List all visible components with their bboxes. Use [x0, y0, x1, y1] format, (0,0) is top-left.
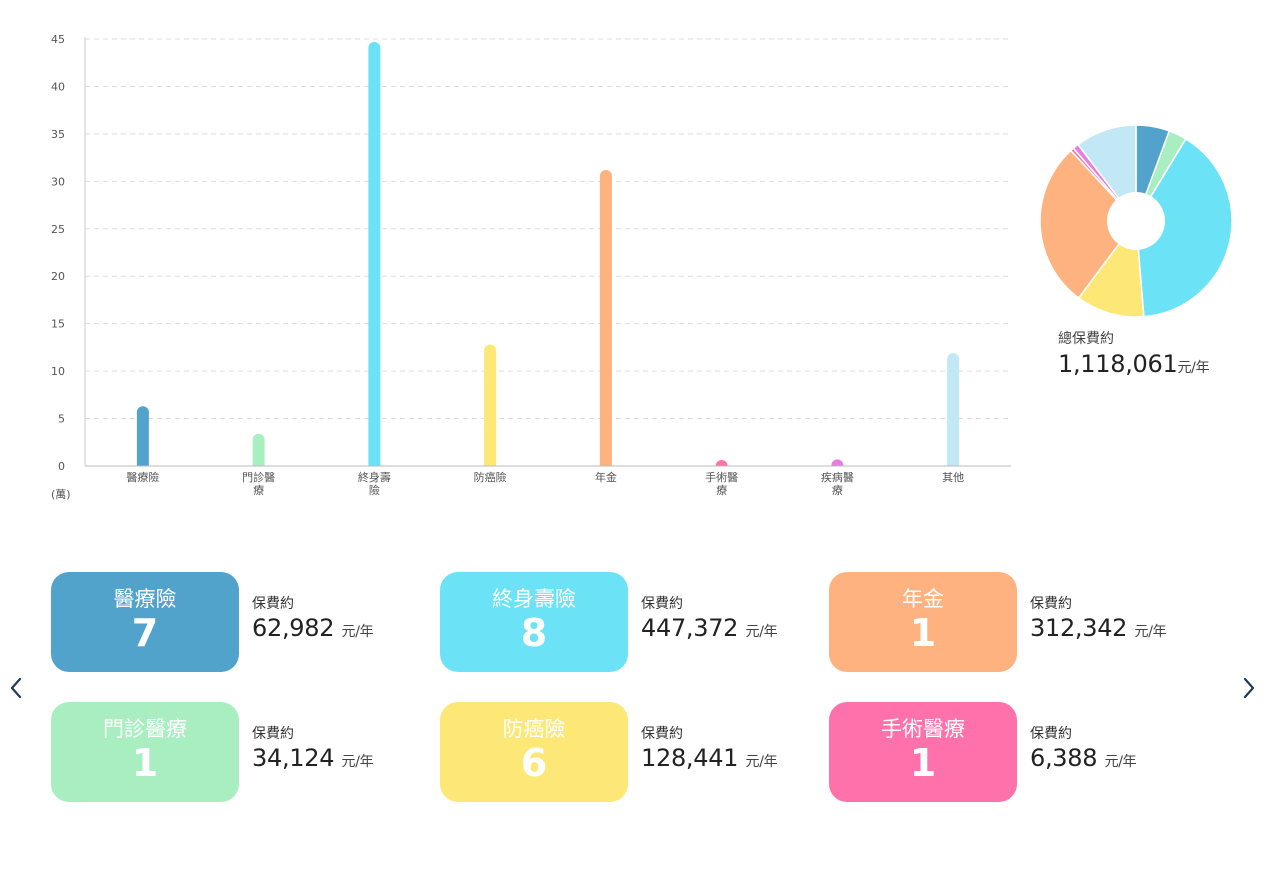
x-tick-label: 年金	[595, 470, 617, 484]
axes	[84, 37, 1011, 467]
bar[interactable]	[947, 353, 960, 472]
total-premium: 總保費約 1,118,061元/年	[1058, 328, 1210, 378]
premium-info-whole-life: 保費約 447,372 元/年	[641, 593, 778, 642]
bar[interactable]	[252, 433, 265, 472]
bar[interactable]	[599, 169, 612, 473]
card-name: 終身壽險	[492, 587, 576, 611]
bar-chart: (萬) 0 5 10 15 20 25 30 35 40 45 醫療險 門診醫療 終身壽險 防癌險 年金 手術…	[0, 33, 1021, 501]
premium-unit: 元/年	[745, 754, 778, 770]
x-tick-label: 疾病醫療	[821, 470, 854, 497]
y-axis-unit-label: (萬)	[51, 488, 71, 501]
total-premium-unit: 元/年	[1177, 360, 1210, 376]
x-tick-label: 手術醫療	[705, 470, 738, 497]
y-tick-label: 35	[51, 128, 65, 141]
card-count: 6	[520, 741, 548, 785]
chevron-right-icon	[1243, 677, 1255, 699]
premium-label: 保費約	[641, 726, 683, 742]
y-tick-label: 45	[51, 33, 65, 46]
bars	[136, 41, 960, 473]
y-tick-label: 5	[58, 413, 65, 426]
premium-label: 保費約	[641, 596, 683, 612]
premium-label: 保費約	[1030, 726, 1072, 742]
card-medical[interactable]: 醫療險 7	[51, 572, 239, 672]
premium-unit: 元/年	[1134, 624, 1167, 640]
premium-info-cancer: 保費約 128,441 元/年	[641, 723, 778, 772]
baseline-mask	[0, 466, 1021, 475]
y-tick-label: 0	[58, 460, 65, 473]
card-whole-life[interactable]: 終身壽險 8	[440, 572, 628, 672]
grid-lines	[85, 38, 1011, 420]
y-tick-label: 25	[51, 223, 65, 236]
premium-info-annuity: 保費約 312,342 元/年	[1030, 593, 1167, 642]
premium-amount: 6,388	[1030, 744, 1098, 772]
premium-label: 保費約	[1030, 596, 1072, 612]
card-count: 1	[909, 611, 937, 655]
premium-amount: 62,982	[252, 614, 335, 642]
card-count: 1	[909, 741, 937, 785]
x-tick-label: 防癌險	[474, 470, 507, 484]
premium-unit: 元/年	[341, 754, 374, 770]
tick-labels: 0 5 10 15 20 25 30 35 40 45 醫療險 門診醫療 終身壽險 防癌險 年金 手術醫療 疾病…	[51, 33, 964, 497]
total-premium-amount: 1,118,061	[1058, 350, 1178, 378]
bar[interactable]	[136, 406, 149, 472]
y-tick-label: 10	[51, 365, 65, 378]
chevron-left-icon	[10, 677, 22, 699]
pie-slice[interactable]	[1039, 149, 1137, 300]
card-annuity[interactable]: 年金 1	[829, 572, 1017, 672]
x-tick-label: 醫療險	[126, 470, 159, 484]
card-surgery[interactable]: 手術醫療 1	[829, 702, 1017, 802]
prev-button[interactable]	[6, 674, 26, 702]
card-count: 1	[131, 741, 159, 785]
card-name: 醫療險	[113, 587, 177, 611]
pie-hole	[1107, 192, 1165, 250]
card-name: 門診醫療	[103, 717, 187, 741]
premium-unit: 元/年	[341, 624, 374, 640]
card-name: 防癌險	[502, 717, 566, 741]
total-premium-label: 總保費約	[1058, 331, 1114, 347]
bar[interactable]	[484, 344, 497, 472]
y-tick-label: 30	[51, 175, 65, 188]
premium-amount: 447,372	[641, 614, 739, 642]
next-button[interactable]	[1239, 674, 1259, 702]
premium-amount: 34,124	[252, 744, 335, 772]
card-cancer[interactable]: 防癌險 6	[440, 702, 628, 802]
card-count: 8	[520, 611, 548, 655]
card-name: 年金	[902, 587, 944, 611]
premium-info-medical: 保費約 62,982 元/年	[252, 593, 374, 642]
x-tick-label: 終身壽險	[358, 470, 391, 497]
premium-amount: 128,441	[641, 744, 739, 772]
premium-unit: 元/年	[1104, 754, 1137, 770]
card-count: 7	[131, 611, 159, 655]
x-tick-label: 其他	[942, 471, 964, 484]
premium-unit: 元/年	[745, 624, 778, 640]
premium-label: 保費約	[252, 596, 294, 612]
card-name: 手術醫療	[881, 717, 965, 741]
premium-label: 保費約	[252, 726, 294, 742]
y-tick-label: 20	[51, 270, 65, 283]
y-tick-label: 40	[51, 80, 65, 93]
pie-slice[interactable]	[1135, 137, 1233, 318]
premium-amount: 312,342	[1030, 614, 1128, 642]
premium-info-outpatient: 保費約 34,124 元/年	[252, 723, 374, 772]
bar[interactable]	[368, 41, 381, 472]
y-tick-label: 15	[51, 318, 65, 331]
x-tick-label: 門診醫療	[242, 470, 275, 497]
card-outpatient[interactable]: 門診醫療 1	[51, 702, 239, 802]
pie-chart	[1039, 124, 1233, 318]
premium-info-surgery: 保費約 6,388 元/年	[1030, 723, 1137, 772]
